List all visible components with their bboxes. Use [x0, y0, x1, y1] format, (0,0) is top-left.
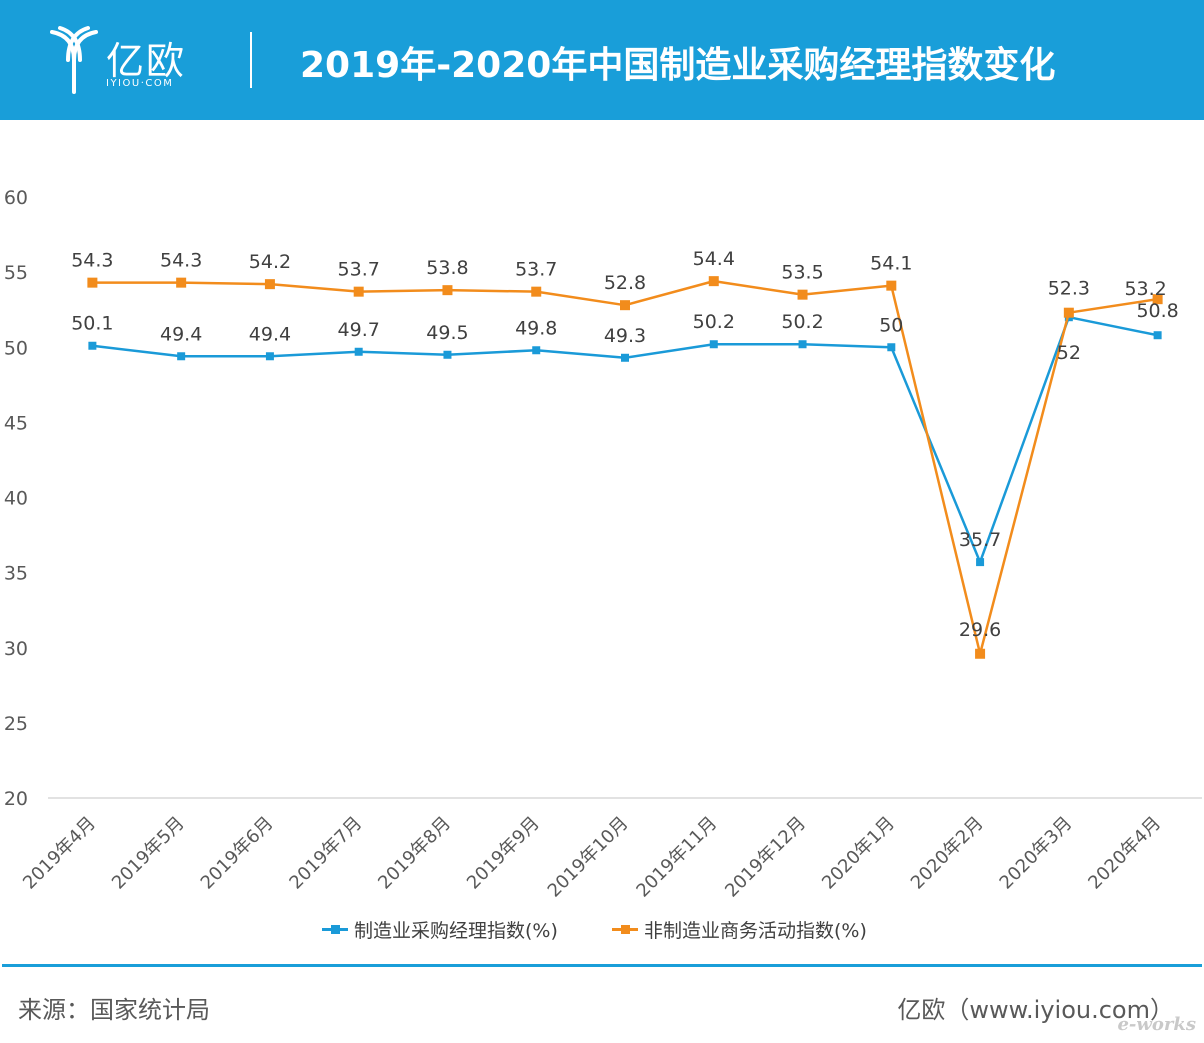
data-label: 54.4: [693, 248, 735, 270]
y-tick-label: 25: [4, 713, 28, 735]
x-tick-label: 2020年4月: [1084, 813, 1165, 894]
data-label: 52.8: [604, 272, 646, 294]
data-label: 54.3: [160, 250, 202, 272]
data-label: 53.7: [515, 259, 557, 281]
legend-label-manufacturing: 制造业采购经理指数(%): [354, 920, 558, 942]
data-point-manufacturing: [532, 346, 541, 355]
data-point-non-manufacturing: [176, 277, 187, 288]
data-label: 50.2: [781, 311, 823, 333]
legend-marker-non-manufacturing: [621, 925, 630, 934]
data-point-manufacturing: [887, 343, 896, 352]
data-point-non-manufacturing: [1152, 294, 1163, 305]
data-point-non-manufacturing: [708, 276, 719, 287]
data-point-manufacturing: [798, 340, 807, 349]
data-label: 35.7: [959, 529, 1001, 551]
x-tick-label: 2019年9月: [463, 813, 544, 894]
legend-label-non-manufacturing: 非制造业商务活动指数(%): [644, 920, 867, 942]
data-point-manufacturing: [443, 350, 452, 359]
y-tick-label: 35: [4, 563, 28, 585]
x-tick-label: 2020年1月: [818, 813, 899, 894]
footer-divider: [2, 964, 1202, 967]
data-label: 49.5: [426, 322, 468, 344]
logo-text: 亿欧: [106, 39, 187, 83]
data-point-manufacturing: [177, 352, 186, 361]
y-tick-label: 55: [4, 262, 28, 284]
data-label: 53.7: [338, 259, 380, 281]
data-point-non-manufacturing: [353, 286, 364, 297]
header-divider: [250, 32, 252, 88]
data-label: 50.8: [1136, 300, 1178, 322]
data-point-non-manufacturing: [1063, 307, 1074, 318]
data-label: 52: [1057, 342, 1081, 364]
data-label: 50.1: [71, 313, 113, 335]
source-text: 来源：国家统计局: [18, 996, 210, 1024]
y-tick-label: 50: [4, 337, 28, 359]
data-point-non-manufacturing: [620, 300, 630, 311]
data-label: 49.4: [160, 323, 202, 345]
data-label: 54.1: [870, 253, 912, 275]
x-tick-label: 2019年10月: [544, 813, 633, 902]
data-label: 53.5: [781, 262, 823, 284]
chart-title: 2019年-2020年中国制造业采购经理指数变化: [300, 45, 1056, 86]
data-label: 50.2: [693, 311, 735, 333]
eworks-watermark: e-works: [1117, 1014, 1196, 1035]
data-point-non-manufacturing: [797, 289, 808, 300]
x-tick-label: 2020年3月: [996, 813, 1077, 894]
y-tick-label: 60: [4, 187, 28, 209]
data-point-manufacturing: [354, 347, 363, 356]
data-label: 50: [879, 314, 903, 336]
data-point-non-manufacturing: [442, 285, 453, 296]
x-tick-label: 2019年7月: [285, 813, 366, 894]
data-label: 29.6: [959, 619, 1001, 641]
data-label: 49.8: [515, 317, 557, 339]
data-label: 49.4: [249, 323, 291, 345]
legend-marker-manufacturing: [331, 925, 340, 934]
data-label: 52.3: [1048, 278, 1090, 300]
data-point-manufacturing: [621, 353, 629, 362]
y-tick-label: 40: [4, 488, 28, 510]
data-point-non-manufacturing: [87, 277, 98, 288]
data-label: 49.3: [604, 325, 646, 347]
data-label: 53.2: [1124, 278, 1166, 300]
x-tick-label: 2019年4月: [19, 813, 100, 894]
x-tick-label: 2019年5月: [108, 813, 189, 894]
data-point-non-manufacturing: [886, 280, 897, 291]
x-tick-label: 2019年11月: [632, 813, 721, 902]
x-tick-label: 2020年2月: [907, 813, 988, 894]
y-tick-label: 30: [4, 638, 28, 660]
data-label: 54.2: [249, 251, 291, 273]
x-tick-label: 2019年8月: [374, 813, 455, 894]
data-point-manufacturing: [1153, 331, 1162, 340]
iyiou-logo-icon: [50, 26, 98, 94]
logo-subtext: IYIOU·COM: [106, 78, 174, 89]
header-banner: 亿欧 IYIOU·COM 2019年-2020年中国制造业采购经理指数变化: [0, 0, 1204, 120]
data-label: 54.3: [71, 250, 113, 272]
data-point-non-manufacturing: [264, 279, 275, 290]
data-label: 53.8: [426, 257, 468, 279]
credit-text: 亿欧（www.iyiou.com）: [897, 996, 1174, 1024]
data-point-non-manufacturing: [975, 648, 986, 659]
data-point-manufacturing: [976, 558, 985, 567]
y-tick-label: 20: [4, 788, 28, 810]
data-point-manufacturing: [265, 352, 274, 361]
data-point-manufacturing: [88, 341, 97, 350]
data-label: 49.7: [338, 319, 380, 341]
x-tick-label: 2019年6月: [197, 813, 278, 894]
y-tick-label: 45: [4, 412, 28, 434]
x-tick-label: 2019年12月: [721, 813, 810, 902]
data-point-manufacturing: [709, 340, 718, 349]
data-point-non-manufacturing: [531, 286, 542, 297]
